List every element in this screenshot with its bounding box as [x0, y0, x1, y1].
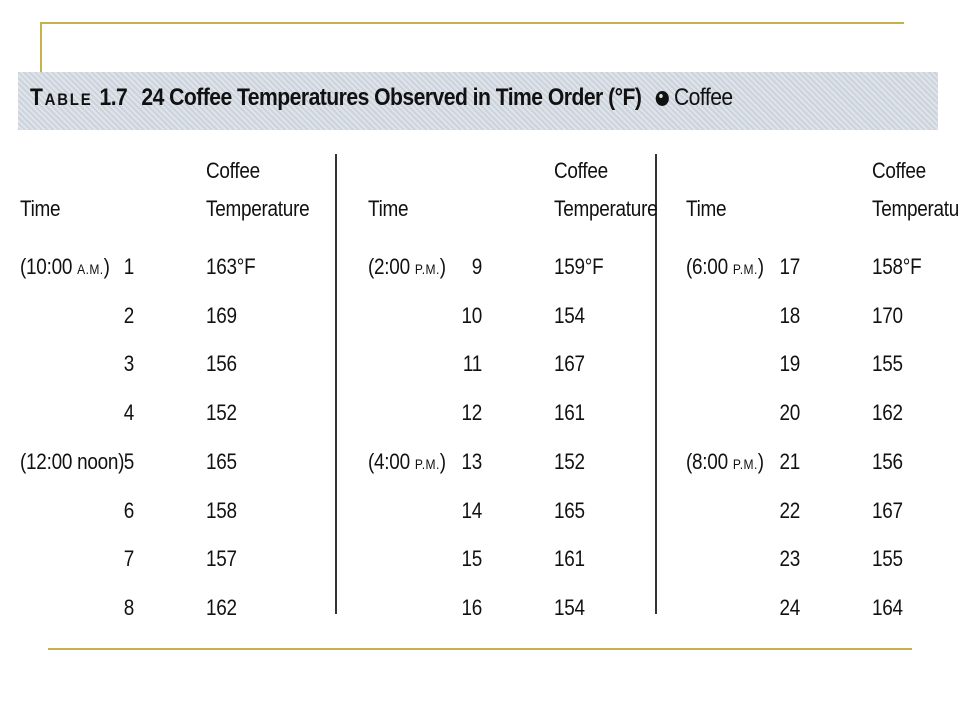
observation-index: 11 — [462, 351, 482, 377]
temperature-value: 156 — [872, 448, 903, 474]
temperature-value: 165 — [554, 497, 585, 523]
observation-index: 17 — [779, 254, 800, 279]
observation-index: 1 — [123, 254, 135, 279]
observation-index: 18 — [779, 302, 800, 328]
bottom-accent-rule — [48, 648, 912, 650]
column-divider-2 — [655, 154, 657, 614]
temperature-value: 155 — [872, 351, 903, 377]
temperature-value: 158 — [206, 497, 237, 523]
column-divider-1 — [335, 154, 337, 614]
temperature-value: 164 — [872, 594, 903, 620]
table-title-text: 24 Coffee Temperatures Observed in Time … — [141, 84, 642, 111]
temperature-value: 155 — [872, 546, 903, 572]
time-label: (10:00 A.M.) — [20, 254, 110, 279]
observation-index: 20 — [779, 400, 800, 426]
temperature-value: 167 — [872, 497, 903, 523]
observation-index: 10 — [461, 302, 482, 328]
temperature-header-line2: Temperature — [554, 196, 658, 221]
table-scan: TABLE 1.7 24 Coffee Temperatures Observed … — [18, 72, 960, 640]
observation-index: 7 — [123, 546, 135, 572]
temperature-value: 165 — [206, 448, 237, 474]
time-label: (4:00 P.M.) — [368, 448, 446, 474]
observation-index: 13 — [461, 448, 482, 474]
temperature-value: 169 — [206, 302, 237, 328]
top-accent-rule — [40, 22, 904, 24]
table-label: TABLE — [30, 84, 93, 111]
temperature-value: 162 — [872, 400, 903, 426]
temperature-value: 162 — [206, 594, 237, 620]
time-header: Time — [368, 196, 409, 221]
time-header: Time — [20, 196, 61, 221]
temperature-value: 156 — [206, 351, 237, 377]
observation-index: 23 — [779, 546, 800, 572]
observation-index: 14 — [461, 497, 482, 523]
coffee-data-icon — [655, 91, 669, 106]
left-accent-rule — [40, 22, 42, 72]
temperature-value: 152 — [206, 400, 237, 426]
observation-index: 8 — [123, 594, 135, 620]
table-number: 1.7 — [99, 84, 128, 111]
time-label: (8:00 P.M.) — [686, 448, 764, 474]
observation-index: 9 — [471, 254, 483, 279]
observation-index: 24 — [779, 594, 800, 620]
time-label: (6:00 P.M.) — [686, 254, 764, 279]
temperature-header-line2: Temperature — [206, 196, 310, 221]
observation-index: 12 — [461, 400, 482, 426]
observation-index: 4 — [123, 400, 135, 426]
time-label: (12:00 noon) — [20, 448, 125, 474]
temperature-value: 167 — [554, 351, 585, 377]
temperature-value: 170 — [872, 302, 903, 328]
observation-index: 2 — [123, 302, 135, 328]
observation-index: 22 — [779, 497, 800, 523]
observation-index: 5 — [123, 448, 135, 474]
temperature-value: 158°F — [872, 254, 922, 279]
temperature-value: 152 — [554, 448, 585, 474]
observation-index: 6 — [123, 497, 135, 523]
temperature-value: 161 — [554, 546, 585, 572]
observation-index: 15 — [461, 546, 482, 572]
temperature-header-line1: Coffee — [872, 158, 926, 183]
temperature-header-line1: Coffee — [554, 158, 608, 183]
temperature-header-line1: Coffee — [206, 158, 260, 183]
temperature-value: 161 — [554, 400, 585, 426]
table-title-band: TABLE 1.7 24 Coffee Temperatures Observed … — [18, 72, 938, 130]
temperature-header-line2: Temperature — [872, 196, 960, 221]
observation-index: 16 — [461, 594, 482, 620]
temperature-value: 159°F — [554, 254, 604, 279]
observation-index: 21 — [779, 448, 800, 474]
temperature-value: 157 — [206, 546, 237, 572]
time-label: (2:00 P.M.) — [368, 254, 446, 279]
dataset-name: Coffee — [673, 84, 733, 111]
table-title: TABLE 1.7 24 Coffee Temperatures Observed … — [30, 84, 733, 112]
time-header: Time — [686, 196, 727, 221]
observation-index: 19 — [779, 351, 800, 377]
temperature-value: 154 — [554, 594, 585, 620]
observation-index: 3 — [123, 351, 135, 377]
temperature-value: 163°F — [206, 254, 256, 279]
temperature-value: 154 — [554, 302, 585, 328]
